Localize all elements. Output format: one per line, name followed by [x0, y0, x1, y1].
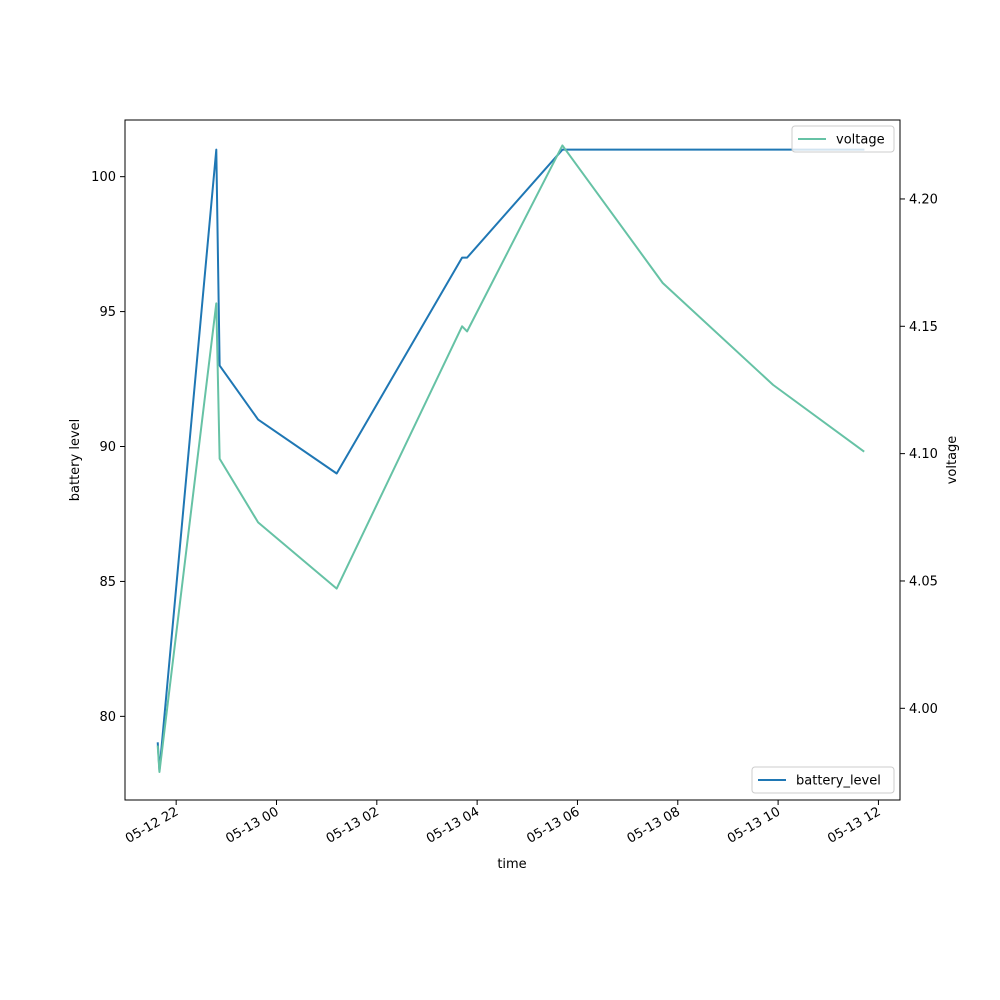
y-axis-right-title: voltage — [945, 436, 960, 485]
legend-voltage-label: voltage — [836, 133, 885, 148]
legend-battery-level: battery_level — [751, 766, 895, 794]
legend-voltage: voltage — [791, 125, 895, 153]
y-axis-right: 4.00 4.05 4.10 4.15 4.20 — [900, 192, 938, 717]
y-right-tick-label: 4.00 — [909, 702, 938, 717]
y-right-tick-label: 4.05 — [909, 574, 938, 589]
y-left-tick-label: 90 — [99, 440, 116, 455]
legend-voltage-box — [791, 125, 895, 153]
legend-battery-level-box — [751, 766, 895, 794]
x-axis-title: time — [497, 857, 526, 872]
y-left-tick-label: 80 — [99, 710, 116, 725]
series-layer — [156, 144, 865, 773]
series-line-voltage — [156, 144, 865, 773]
y-left-tick-label: 100 — [91, 170, 116, 185]
plot-frame — [124, 119, 901, 801]
y-axis-left-title: battery level — [68, 419, 83, 502]
legend-battery-level-label: battery_level — [796, 774, 881, 789]
y-left-tick-label: 85 — [99, 575, 116, 590]
y-right-tick-label: 4.10 — [909, 447, 938, 462]
y-right-tick-label: 4.15 — [909, 320, 938, 335]
y-left-tick-label: 95 — [99, 305, 116, 320]
series-line-battery-level — [156, 148, 865, 772]
y-right-tick-label: 4.20 — [909, 192, 938, 207]
y-axis-left: 80 85 90 95 100 — [91, 170, 125, 725]
